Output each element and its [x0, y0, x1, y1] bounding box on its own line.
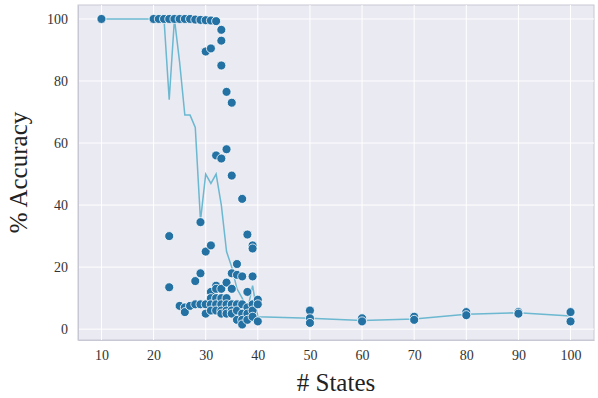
point [462, 311, 471, 320]
x-tick-label: 60 [356, 348, 370, 363]
grid [78, 5, 594, 340]
x-tick: 40 [251, 340, 265, 363]
x-tick-label: 100 [561, 348, 582, 363]
grid-line-x [309, 5, 310, 340]
grid-line-y [78, 143, 594, 144]
point [253, 317, 262, 326]
point [358, 317, 367, 326]
x-tick: 70 [408, 340, 422, 363]
y-tick-label: 60 [54, 136, 68, 151]
point [227, 171, 236, 180]
grid-line-x [362, 5, 363, 340]
y-axis-title: % Accuracy [5, 111, 32, 233]
x-tick: 60 [356, 340, 370, 363]
point [191, 277, 200, 286]
point [232, 260, 241, 269]
y-tick: 100 [47, 12, 78, 27]
x-tick: 100 [561, 340, 582, 363]
point [248, 272, 257, 281]
chart-container: 10 20 30 40 50 60 70 80 90 100 0 20 40 60 80 100 # State… [0, 0, 598, 398]
grid-line-y [78, 80, 594, 81]
point [222, 145, 231, 154]
y-tick: 40 [54, 198, 78, 213]
x-tick-label: 80 [460, 348, 474, 363]
x-tick-label: 40 [251, 348, 265, 363]
x-axis: 10 20 30 40 50 60 70 80 90 100 [79, 340, 595, 363]
y-tick-label: 40 [54, 198, 68, 213]
y-tick: 80 [54, 74, 78, 89]
y-tick: 20 [54, 260, 78, 275]
grid-line-x [518, 5, 519, 340]
x-axis-line [79, 340, 595, 341]
y-axis-line [78, 6, 79, 341]
grid-line-y [78, 205, 594, 206]
y-tick: 60 [54, 136, 78, 151]
x-tick: 50 [303, 340, 317, 363]
point [566, 317, 575, 326]
point [227, 284, 236, 293]
y-tick-label: 80 [54, 74, 68, 89]
point [253, 300, 262, 309]
y-tick: 0 [61, 322, 78, 337]
grid-line-y [78, 267, 594, 268]
point [206, 241, 215, 250]
point [248, 244, 257, 253]
x-tick-label: 70 [408, 348, 422, 363]
point [206, 44, 215, 53]
grid-line-x [153, 5, 154, 340]
point [217, 61, 226, 70]
point [97, 14, 106, 23]
point [165, 283, 174, 292]
point [238, 194, 247, 203]
point [217, 36, 226, 45]
x-tick-label: 20 [147, 348, 161, 363]
x-tick: 30 [199, 340, 213, 363]
grid-line-x [101, 5, 102, 340]
grid-line-x [414, 5, 415, 340]
point [227, 98, 236, 107]
point [238, 272, 247, 281]
point [217, 25, 226, 34]
point [222, 87, 231, 96]
x-tick-label: 10 [95, 348, 109, 363]
y-tick-label: 0 [61, 322, 68, 337]
plot-area [97, 14, 575, 329]
x-tick: 10 [95, 340, 109, 363]
x-tick-label: 30 [199, 348, 213, 363]
x-axis-title: # States [297, 369, 375, 396]
point [212, 17, 221, 26]
x-tick: 90 [512, 340, 526, 363]
x-tick-label: 90 [512, 348, 526, 363]
point [410, 315, 419, 324]
grid-line-x [257, 5, 258, 340]
x-tick: 80 [460, 340, 474, 363]
y-tick-label: 20 [54, 260, 68, 275]
grid-line-x [570, 5, 571, 340]
mean-line [101, 19, 570, 321]
point [514, 309, 523, 318]
grid-line-x [466, 5, 467, 340]
chart-svg: 10 20 30 40 50 60 70 80 90 100 0 20 40 60 80 100 # State… [0, 0, 598, 398]
point [196, 218, 205, 227]
point [566, 308, 575, 317]
grid-line-y [78, 329, 594, 330]
point [243, 287, 252, 296]
point [165, 232, 174, 241]
point [243, 230, 252, 239]
y-axis: 0 20 40 60 80 100 [47, 6, 79, 341]
point [196, 269, 205, 278]
point [305, 318, 314, 327]
x-tick-label: 50 [303, 348, 317, 363]
point [217, 154, 226, 163]
x-tick: 20 [147, 340, 161, 363]
y-tick-label: 100 [47, 12, 68, 27]
scatter-points [97, 14, 575, 329]
plot-background [78, 5, 594, 340]
